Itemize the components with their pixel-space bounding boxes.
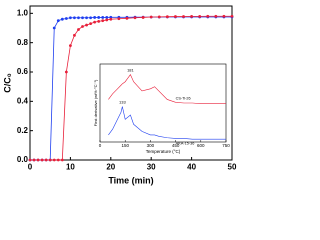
data-point xyxy=(214,14,218,18)
x-tick-label: 50 xyxy=(228,162,237,171)
y-tick-label: 0.2 xyxy=(17,126,29,135)
data-point xyxy=(141,16,145,19)
data-point xyxy=(69,44,72,47)
data-point xyxy=(81,16,84,20)
data-point xyxy=(40,158,44,162)
data-point xyxy=(93,16,97,19)
data-point xyxy=(182,15,185,18)
data-point xyxy=(89,16,92,20)
data-point xyxy=(97,20,101,23)
data-point xyxy=(73,33,76,37)
data-point xyxy=(101,16,105,19)
peak-label: 133 xyxy=(119,100,126,105)
data-point xyxy=(165,15,169,19)
data-point xyxy=(149,15,153,19)
data-point xyxy=(52,26,56,30)
x-tick-label: 0 xyxy=(99,143,102,148)
y-tick-label: 0.8 xyxy=(17,38,29,47)
x-tick-label: 600 xyxy=(197,143,205,148)
data-point xyxy=(125,16,129,20)
y-tick-label: 0.4 xyxy=(17,96,29,105)
data-point xyxy=(101,19,105,23)
y-tick-label: 1.0 xyxy=(17,8,29,17)
data-point xyxy=(64,17,68,20)
data-point xyxy=(133,16,137,20)
data-point xyxy=(93,20,97,24)
x-tick-label: 750 xyxy=(222,143,230,148)
x-tick-label: 40 xyxy=(187,162,196,171)
x-axis-label: Temperature (°C) xyxy=(146,149,181,154)
data-point xyxy=(44,158,48,162)
data-point xyxy=(32,158,36,162)
data-point xyxy=(97,16,101,19)
y-tick-label: 0.6 xyxy=(17,67,29,76)
peak-label: 181 xyxy=(127,68,134,73)
data-point xyxy=(77,16,80,20)
data-point xyxy=(230,14,234,18)
data-point xyxy=(157,15,161,19)
data-point xyxy=(85,23,88,27)
series-line xyxy=(108,106,226,140)
data-point xyxy=(117,17,121,21)
data-point xyxy=(56,158,60,162)
y-tick-label: 0.0 xyxy=(17,155,29,164)
y-axis-label: First derivative (wt%·°C⁻¹) xyxy=(93,79,98,126)
chart: 0 10 20 30 40 50 0.0 0.2 0.4 0.6 0.8 1.0 Time (min) C… xyxy=(2,5,237,185)
data-point xyxy=(206,14,210,18)
series-label: HKA-15-36 xyxy=(176,141,195,145)
x-tick-label: 10 xyxy=(66,162,75,171)
data-point xyxy=(77,28,80,31)
data-point xyxy=(52,158,56,162)
data-point xyxy=(85,16,88,20)
x-tick-label: 300 xyxy=(147,143,155,148)
data-point xyxy=(48,158,52,162)
data-point xyxy=(105,18,109,22)
data-point xyxy=(198,15,202,18)
x-tick-label: 150 xyxy=(121,143,129,148)
y-axis-label: C/C₀ xyxy=(2,73,12,93)
data-point xyxy=(174,15,177,18)
x-axis-label: Time (min) xyxy=(108,175,153,185)
data-point xyxy=(56,19,60,23)
data-point xyxy=(28,158,32,162)
data-point xyxy=(60,158,64,162)
data-point xyxy=(105,16,109,19)
data-point xyxy=(60,17,64,21)
data-point xyxy=(73,16,76,20)
x-tick-label: 450 xyxy=(172,143,180,148)
data-point xyxy=(222,14,226,18)
data-point xyxy=(36,158,40,162)
x-tick-label: 20 xyxy=(106,162,115,171)
x-tick-label: 30 xyxy=(147,162,156,171)
series-label: CS-Ti-26 xyxy=(176,96,191,100)
x-tick-label: 0 xyxy=(28,162,33,171)
data-point xyxy=(190,15,194,18)
data-point xyxy=(109,17,113,21)
data-point xyxy=(89,22,92,25)
data-point xyxy=(64,70,68,74)
inset-frame xyxy=(99,63,227,143)
data-point xyxy=(69,16,72,20)
series-line xyxy=(108,74,226,105)
data-point xyxy=(81,25,84,28)
